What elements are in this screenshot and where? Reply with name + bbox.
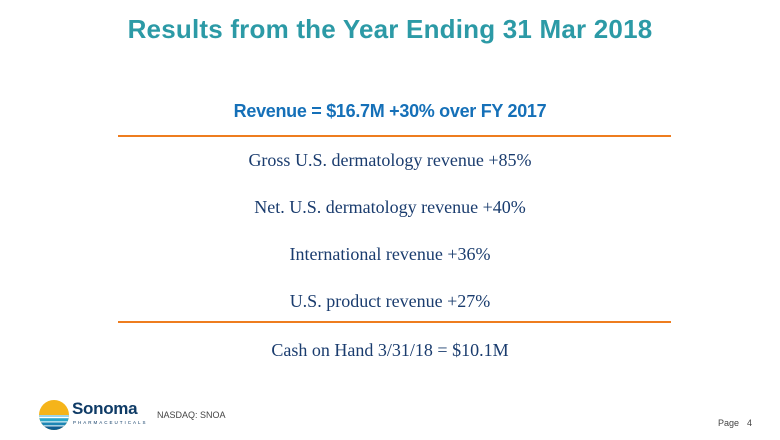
- revenue-breakdown-list: Gross U.S. dermatology revenue +85% Net.…: [0, 146, 780, 334]
- revenue-headline: Revenue = $16.7M +30% over FY 2017: [233, 101, 547, 121]
- page-label: Page: [717, 418, 739, 428]
- cash-on-hand: Cash on Hand 3/31/18 = $10.1M: [271, 340, 509, 360]
- logo-subtitle: PHARMACEUTICALS: [73, 420, 148, 425]
- orange-divider-top: [118, 135, 671, 137]
- list-item-net-us-dermatology: Net. U.S. dermatology revenue +40%: [254, 197, 526, 217]
- company-logo: Sonoma PHARMACEUTICALS: [38, 398, 153, 432]
- page-indicator: Page 4: [718, 418, 752, 428]
- logo-wordmark: Sonoma: [72, 399, 138, 418]
- page-number: 4: [746, 418, 752, 428]
- nasdaq-ticker: NASDAQ: SNOA: [157, 410, 226, 420]
- orange-divider-bottom: [118, 321, 671, 323]
- sun-over-water-logo-icon: [39, 400, 69, 430]
- list-item-us-product-revenue: U.S. product revenue +27%: [289, 291, 491, 311]
- list-item-international-revenue: International revenue +36%: [289, 244, 491, 264]
- slide-title: Results from the Year Ending 31 Mar 2018: [127, 14, 653, 44]
- list-item-gross-us-dermatology: Gross U.S. dermatology revenue +85%: [248, 150, 532, 170]
